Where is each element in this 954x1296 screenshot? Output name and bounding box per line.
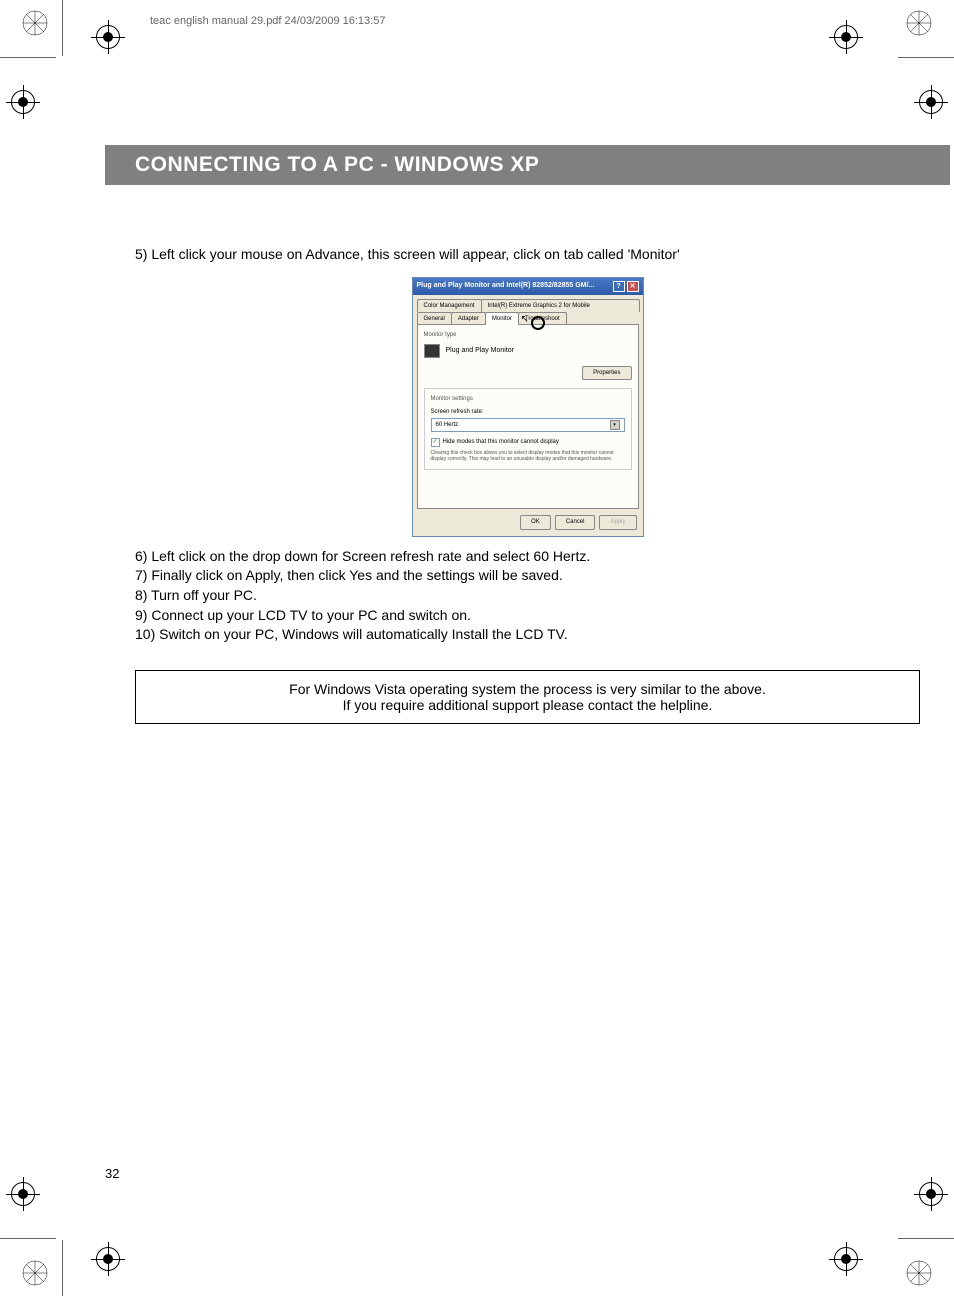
hide-modes-hint: Clearing this check box allows you to se… (431, 450, 625, 463)
page-content: CONNECTING TO A PC - WINDOWS XP 5) Left … (105, 145, 950, 724)
refresh-rate-dropdown[interactable]: 60 Hertz ▾ (431, 418, 625, 432)
xp-properties-dialog: Plug and Play Monitor and Intel(R) 82852… (412, 277, 644, 537)
tab-content: Monitor type Plug and Play Monitor Prope… (417, 324, 639, 509)
tab-general[interactable]: General (417, 312, 452, 325)
registration-mark (834, 25, 858, 49)
note-line-2: If you require additional support please… (156, 697, 899, 713)
dialog-footer: OK Cancel Apply (413, 509, 643, 535)
apply-button[interactable]: Apply (599, 515, 636, 529)
registration-mark (11, 1182, 35, 1206)
monitor-icon (424, 344, 440, 358)
tab-intel-graphics[interactable]: Intel(R) Extreme Graphics 2 for Mobile (481, 299, 640, 312)
note-box: For Windows Vista operating system the p… (135, 670, 920, 724)
page-number: 32 (105, 1166, 119, 1181)
section-title: CONNECTING TO A PC - WINDOWS XP (135, 153, 950, 177)
steps-list: 6) Left click on the drop down for Scree… (135, 547, 920, 645)
step-7-text: 7) Finally click on Apply, then click Ye… (135, 566, 920, 586)
xp-dialog-title: Plug and Play Monitor and Intel(R) 82852… (417, 281, 595, 291)
registration-mark (96, 1247, 120, 1271)
tab-monitor[interactable]: Monitor (485, 312, 519, 325)
color-swatch-icon (20, 8, 50, 38)
step-10-text: 10) Switch on your PC, Windows will auto… (135, 625, 920, 645)
tab-adapter[interactable]: Adapter (451, 312, 486, 325)
highlight-circle (531, 316, 545, 330)
step-5-text: 5) Left click your mouse on Advance, thi… (135, 245, 920, 265)
registration-mark (919, 90, 943, 114)
step-6-text: 6) Left click on the drop down for Scree… (135, 547, 920, 567)
close-button[interactable]: ✕ (627, 281, 639, 292)
registration-mark (11, 90, 35, 114)
chevron-down-icon: ▾ (610, 420, 620, 430)
note-line-1: For Windows Vista operating system the p… (156, 681, 899, 697)
refresh-rate-label: Screen refresh rate: (431, 408, 625, 416)
crop-line (0, 57, 56, 58)
step-9-text: 9) Connect up your LCD TV to your PC and… (135, 606, 920, 626)
hide-modes-checkbox[interactable]: ✓ (431, 438, 440, 447)
refresh-rate-value: 60 Hertz (436, 421, 459, 429)
monitor-name: Plug and Play Monitor (446, 346, 514, 356)
monitor-settings-label: Monitor settings (431, 395, 625, 403)
pdf-header-meta: teac english manual 29.pdf 24/03/2009 16… (150, 15, 385, 27)
crop-line (898, 1238, 954, 1239)
color-swatch-icon (904, 1258, 934, 1288)
monitor-settings-group: Monitor settings Screen refresh rate: 60… (424, 388, 632, 470)
body-text: 5) Left click your mouse on Advance, thi… (105, 245, 950, 645)
cancel-button[interactable]: Cancel (555, 515, 596, 529)
xp-titlebar: Plug and Play Monitor and Intel(R) 82852… (413, 278, 643, 295)
monitor-type-label: Monitor type (424, 331, 632, 339)
hide-modes-label: Hide modes that this monitor cannot disp… (443, 438, 559, 446)
dialog-screenshot: Plug and Play Monitor and Intel(R) 82852… (135, 277, 920, 537)
color-swatch-icon (904, 8, 934, 38)
help-button[interactable]: ? (613, 281, 625, 292)
ok-button[interactable]: OK (520, 515, 551, 529)
tab-color-management[interactable]: Color Management (417, 299, 482, 312)
step-8-text: 8) Turn off your PC. (135, 586, 920, 606)
section-title-bar: CONNECTING TO A PC - WINDOWS XP (105, 145, 950, 185)
crop-line (898, 57, 954, 58)
crop-line (62, 1240, 63, 1296)
crop-line (0, 1238, 56, 1239)
registration-mark (919, 1182, 943, 1206)
registration-mark (834, 1247, 858, 1271)
cursor-icon: ↖ (521, 313, 529, 327)
crop-line (62, 0, 63, 56)
properties-button[interactable]: Properties (582, 366, 631, 380)
color-swatch-icon (20, 1258, 50, 1288)
registration-mark (96, 25, 120, 49)
